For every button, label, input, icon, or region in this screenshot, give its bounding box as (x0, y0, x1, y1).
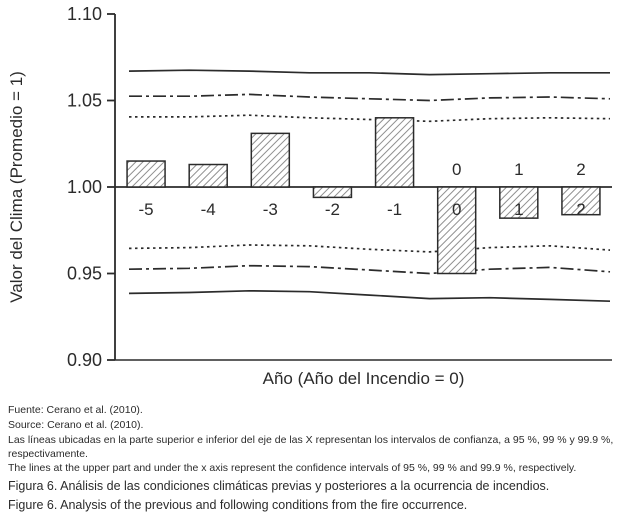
bar-year-2 (561, 186, 601, 216)
x-tick-label-below: 1 (514, 200, 523, 219)
x-axis-title: Año (Año del Incendio = 0) (263, 369, 465, 388)
confidence-line-lower-99.9-percent (128, 289, 611, 303)
y-tick-label: 1.00 (67, 177, 102, 197)
x-tick-label-above: 2 (576, 160, 585, 179)
x-tick-label-above: 1 (514, 160, 523, 179)
x-tick-label-below: 2 (576, 200, 585, 219)
confidence-line-upper-95-percent (129, 114, 611, 123)
y-tick-label: 0.95 (67, 264, 102, 284)
caption-note-en: The lines at the upper part and under th… (8, 462, 577, 475)
x-tick-label-below: -5 (139, 200, 154, 219)
bar-year-0 (436, 186, 477, 275)
caption-figure-en: Figure 6. Analysis of the previous and f… (8, 498, 468, 513)
y-axis: 0.90 0.95 1.00 1.05 1.10 Valor del Clima (Pro… (7, 4, 116, 370)
bar-year--1 (374, 117, 415, 188)
confidence-line-lower-95-percent (128, 244, 611, 253)
x-tick-label-below: -3 (263, 200, 278, 219)
bar-year--3 (250, 132, 291, 188)
caption-block: Fuente: Cerano et al. (2010). Source: Ce… (0, 398, 630, 515)
caption-note-es: Las líneas ubicadas en la parte superior… (8, 433, 614, 460)
x-tick-label-below: -4 (201, 200, 216, 219)
x-tick-label-below: -2 (325, 200, 340, 219)
y-axis-title: Valor del Clima (Promedio = 1) (7, 71, 26, 303)
caption-fuente: Fuente: Cerano et al. (2010). (8, 404, 143, 416)
y-tick-label: 1.10 (67, 4, 102, 24)
climate-bar-chart: 0.90 0.95 1.00 1.05 1.10 Valor del Clima (Pro… (7, 4, 612, 388)
x-tick-label-above: 0 (452, 160, 461, 179)
chart-canvas: 0.90 0.95 1.00 1.05 1.10 Valor del Clima (Pro… (7, 4, 612, 388)
y-tick-label: 0.90 (67, 350, 102, 370)
bar-year--5 (126, 160, 166, 188)
confidence-line-lower-99-percent (128, 264, 611, 275)
confidence-line-upper-99-percent (129, 93, 611, 102)
confidence-lines (128, 69, 611, 303)
x-tick-labels: -5 -4 -3 -2 -1 0 0 1 1 2 2 (139, 160, 586, 219)
x-tick-label-below: -1 (387, 200, 402, 219)
bar-year--4 (188, 163, 228, 188)
caption-source: Source: Cerano et al. (2010). (8, 418, 144, 431)
x-tick-label-below: 0 (452, 200, 461, 219)
caption-figura-es: Figura 6. Análisis de las condiciones cl… (8, 479, 550, 494)
bar-year--2 (312, 186, 353, 199)
confidence-line-upper-99.9-percent (128, 69, 610, 76)
bar-year-1 (499, 186, 539, 219)
y-tick-label: 1.05 (67, 91, 102, 111)
bars (126, 117, 601, 275)
